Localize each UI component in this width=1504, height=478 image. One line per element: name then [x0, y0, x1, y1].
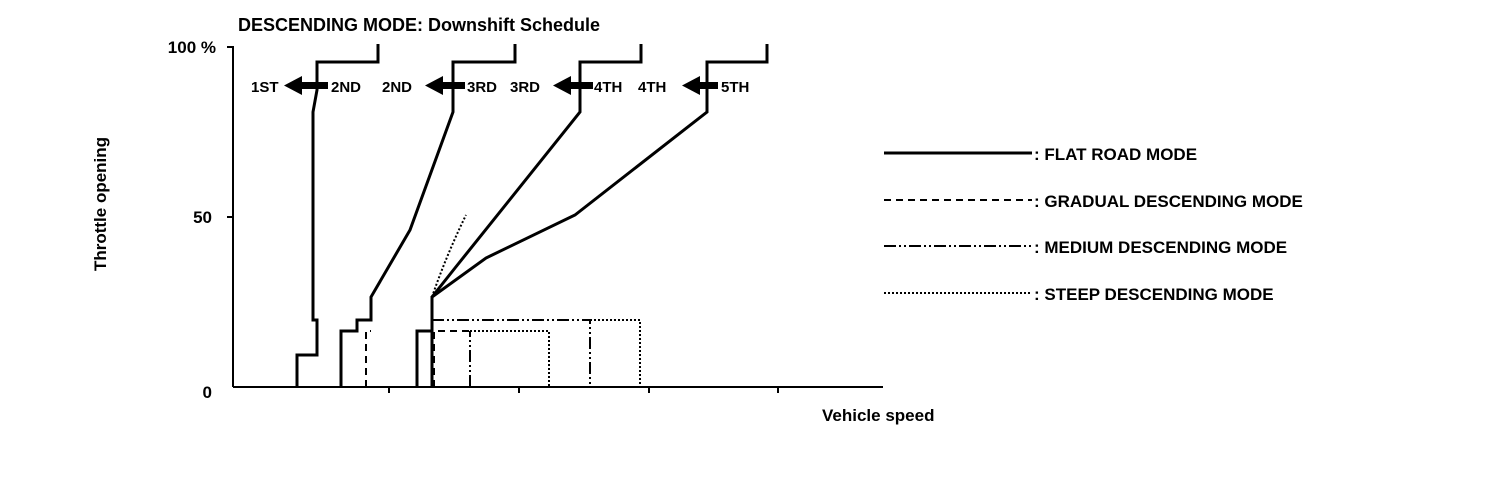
legend-label-steep: : STEEP DESCENDING MODE	[1034, 285, 1274, 304]
shift-label-4th-b: 4TH	[638, 79, 666, 96]
shift-label-2nd-b: 2ND	[382, 79, 412, 96]
arrow-4th-to-3rd-icon	[553, 76, 593, 95]
shift-label-3rd-a: 3RD	[467, 79, 497, 96]
y-axis-label: Throttle opening	[91, 137, 110, 271]
shift-label-1st: 1ST	[251, 79, 279, 96]
legend: : FLAT ROAD MODE : GRADUAL DESCENDING MO…	[884, 145, 1303, 304]
gradual-line-4-3	[433, 330, 470, 387]
legend-item-steep: : STEEP DESCENDING MODE	[884, 285, 1274, 304]
arrow-5th-to-4th-icon	[682, 76, 718, 95]
legend-item-flat: : FLAT ROAD MODE	[884, 145, 1197, 164]
y-tick-50: 50	[193, 208, 212, 227]
y-tick-0: 0	[203, 383, 212, 402]
axes	[227, 46, 883, 393]
flat-line-5-4	[430, 44, 769, 387]
shift-label-4th-a: 4TH	[594, 79, 622, 96]
shift-label-5th: 5TH	[721, 79, 749, 96]
legend-label-flat: : FLAT ROAD MODE	[1034, 145, 1197, 164]
shift-label-3rd-b: 3RD	[510, 79, 540, 96]
steep-line-5-4	[590, 319, 641, 387]
legend-item-gradual: : GRADUAL DESCENDING MODE	[884, 192, 1303, 211]
shift-label-2nd-a: 2ND	[331, 79, 361, 96]
flat-line-4-3	[415, 44, 643, 387]
diagram-title: DESCENDING MODE: Downshift Schedule	[238, 15, 600, 35]
legend-label-gradual: : GRADUAL DESCENDING MODE	[1034, 192, 1303, 211]
y-tick-100: 100 %	[168, 38, 216, 57]
x-axis-label: Vehicle speed	[822, 406, 934, 425]
gradual-descending-mode-lines	[365, 330, 470, 387]
steep-curve	[431, 214, 467, 298]
shift-labels: 1ST 2ND 2ND 3RD 3RD 4TH 4TH 5TH	[251, 79, 749, 96]
legend-item-medium: : MEDIUM DESCENDING MODE	[884, 238, 1287, 257]
gradual-line-3-2	[365, 330, 371, 387]
flat-line-3-2	[339, 44, 517, 387]
arrow-2nd-to-1st-icon	[284, 76, 328, 95]
steep-line-4-3	[470, 330, 550, 387]
flat-road-mode-lines	[295, 44, 769, 387]
flat-line-2-1	[295, 44, 380, 387]
legend-label-medium: : MEDIUM DESCENDING MODE	[1034, 238, 1287, 257]
arrow-3rd-to-2nd-icon	[425, 76, 465, 95]
steep-descending-mode-lines	[431, 214, 641, 387]
